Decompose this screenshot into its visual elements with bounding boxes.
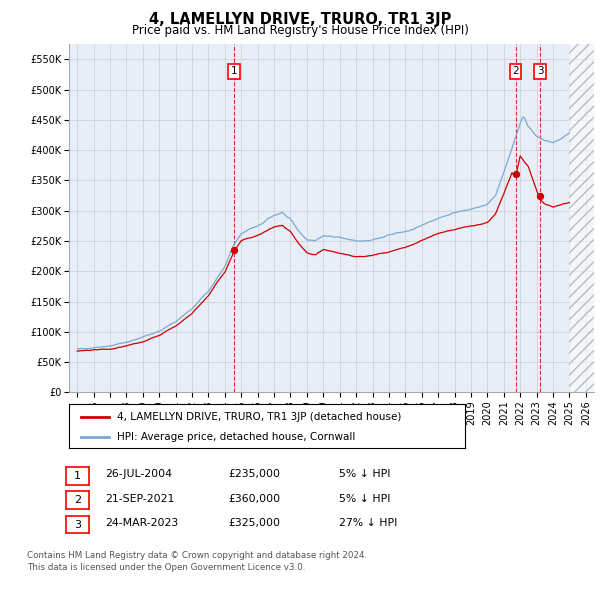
Point [511,170,520,179]
Text: 4, LAMELLYN DRIVE, TRURO, TR1 3JP: 4, LAMELLYN DRIVE, TRURO, TR1 3JP [149,12,451,27]
Text: £360,000: £360,000 [228,494,280,503]
Text: 3: 3 [74,520,81,529]
Text: £235,000: £235,000 [228,470,280,479]
Text: £325,000: £325,000 [228,518,280,527]
Text: 26-JUL-2004: 26-JUL-2004 [105,470,172,479]
Text: 1: 1 [74,471,81,481]
Text: 4, LAMELLYN DRIVE, TRURO, TR1 3JP (detached house): 4, LAMELLYN DRIVE, TRURO, TR1 3JP (detac… [116,412,401,421]
Text: This data is licensed under the Open Government Licence v3.0.: This data is licensed under the Open Gov… [27,563,305,572]
Text: HPI: Average price, detached house, Cornwall: HPI: Average price, detached house, Corn… [116,432,355,442]
Text: 2: 2 [512,67,519,77]
Text: Contains HM Land Registry data © Crown copyright and database right 2024.: Contains HM Land Registry data © Crown c… [27,552,367,560]
Text: 2: 2 [74,496,81,505]
Text: 3: 3 [537,67,544,77]
Bar [569,44,594,392]
Text: 1: 1 [231,67,238,77]
Point [535,191,545,201]
Point [229,245,239,255]
Bar [569,44,594,392]
Text: 27% ↓ HPI: 27% ↓ HPI [339,518,397,527]
Text: 24-MAR-2023: 24-MAR-2023 [105,518,178,527]
Text: 21-SEP-2021: 21-SEP-2021 [105,494,175,503]
Text: Price paid vs. HM Land Registry's House Price Index (HPI): Price paid vs. HM Land Registry's House … [131,24,469,37]
Text: 5% ↓ HPI: 5% ↓ HPI [339,470,391,479]
Text: 5% ↓ HPI: 5% ↓ HPI [339,494,391,503]
